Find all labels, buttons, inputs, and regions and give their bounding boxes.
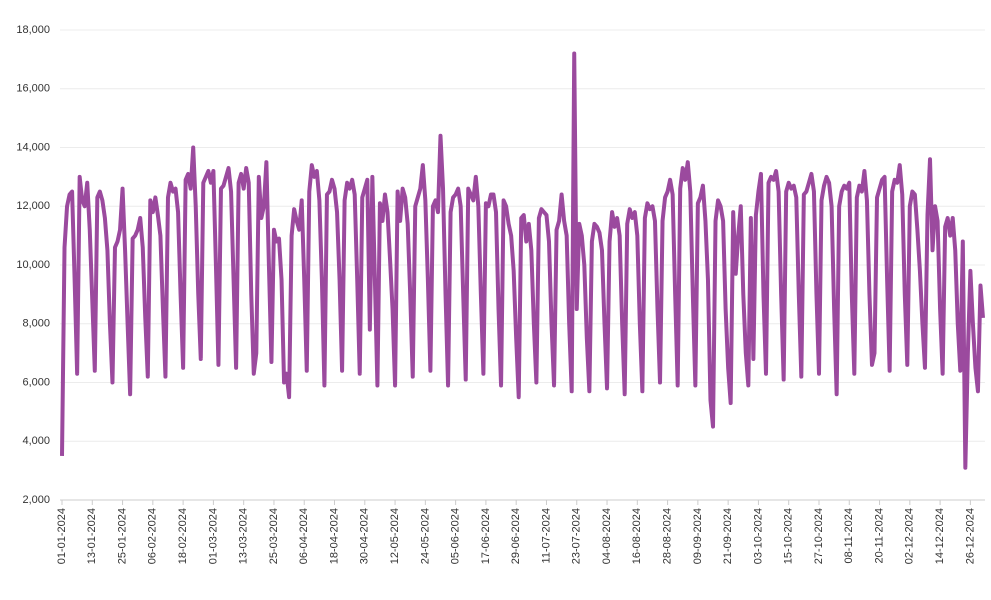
data-line [60, 51, 985, 470]
x-tick-label: 03-10-2024 [752, 508, 764, 564]
x-tick-label: 04-08-2024 [601, 508, 613, 564]
x-tick-label: 30-04-2024 [359, 508, 371, 564]
x-tick-label: 28-08-2024 [661, 508, 673, 564]
x-tick-label: 01-01-2024 [56, 508, 68, 564]
x-tick-label: 29-06-2024 [510, 508, 522, 564]
x-tick-label: 26-12-2024 [964, 508, 976, 564]
x-tick-label: 05-06-2024 [450, 508, 462, 564]
x-tick-label: 13-01-2024 [86, 508, 98, 564]
y-tick-label: 18,000 [16, 24, 50, 36]
y-tick-label: 12,000 [16, 200, 50, 212]
y-tick-label: 8,000 [22, 318, 50, 330]
y-tick-label: 10,000 [16, 259, 50, 271]
x-tick-label: 24-05-2024 [419, 508, 431, 564]
x-tick-label: 15-10-2024 [783, 508, 795, 564]
x-tick-label: 08-11-2024 [843, 508, 855, 563]
x-tick-label: 21-09-2024 [722, 508, 734, 564]
y-tick-label: 6,000 [22, 376, 50, 388]
y-tick-label: 4,000 [22, 435, 50, 447]
x-tick-label: 01-03-2024 [207, 508, 219, 564]
x-tick-label: 06-04-2024 [298, 508, 310, 564]
y-tick-label: 14,000 [16, 141, 50, 153]
x-tick-label: 09-09-2024 [692, 508, 704, 564]
x-tick-label: 16-08-2024 [631, 508, 643, 564]
x-tick-label: 12-05-2024 [389, 508, 401, 564]
x-tick-label: 25-01-2024 [116, 508, 128, 564]
x-tick-label: 17-06-2024 [480, 508, 492, 564]
x-tick-label: 13-03-2024 [238, 508, 250, 564]
y-tick-label: 16,000 [16, 83, 50, 95]
x-tick-label: 27-10-2024 [813, 508, 825, 564]
x-tick-label: 06-02-2024 [147, 508, 159, 564]
x-tick-label: 14-12-2024 [934, 508, 946, 564]
x-tick-label: 20-11-2024 [873, 508, 885, 563]
x-tick-label: 18-04-2024 [328, 508, 340, 564]
x-tick-label: 18-02-2024 [177, 508, 189, 564]
x-tick-label: 02-12-2024 [904, 508, 916, 564]
x-tick-label: 25-03-2024 [268, 508, 280, 564]
x-tick-label: 23-07-2024 [571, 508, 583, 564]
y-tick-label: 2,000 [22, 494, 50, 506]
x-tick-label: 11-07-2024 [540, 508, 552, 563]
